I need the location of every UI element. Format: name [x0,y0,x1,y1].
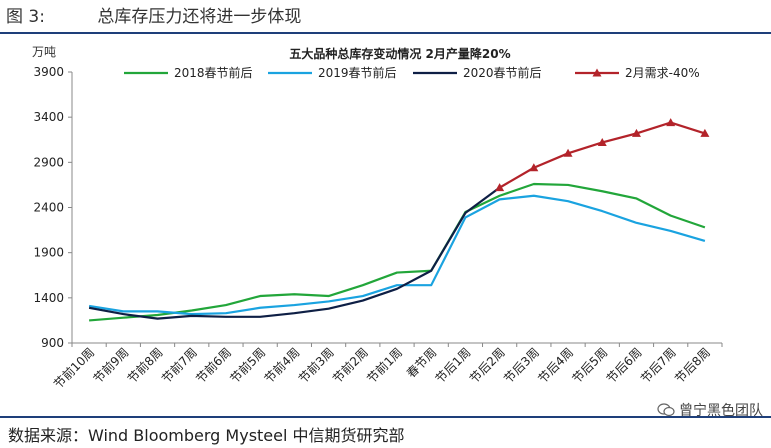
x-tick-label: 节前5周 [227,345,268,386]
x-tick-label: 节后8周 [672,345,713,386]
figure-title: 图 3: 总库存压力还将进一步体现 [6,2,301,27]
legend-label-1: 2019春节前后 [318,65,397,80]
x-tick-label: 节前9周 [90,345,131,386]
series-layer [88,118,710,322]
x-tick-label: 节前10周 [50,345,97,392]
series-line-3 [499,121,706,189]
x-tick-label: 节前3周 [295,345,336,386]
legend: 2018春节前后 2019春节前后 2020春节前后 2月需求-40% [124,65,700,80]
legend-label-2: 2020春节前后 [463,65,542,80]
legend-label-3: 2月需求-40% [625,66,700,80]
chart-title: 五大品种总库存变动情况 2月产量降20% [289,46,510,61]
series-marker-3 [666,118,676,127]
bottom-rule [0,416,771,418]
figure-label: 图 3: [6,7,45,27]
y-tick-label: 1400 [33,291,64,305]
series-marker-3 [563,148,573,157]
x-tick-label: 节前1周 [364,345,405,386]
y-tick-label: 3900 [33,65,64,79]
x-tick-label: 节前4周 [261,345,302,386]
x-tick-label: 节前6周 [193,345,234,386]
series-marker-3 [495,183,505,192]
inventory-line-chart: 五大品种总库存变动情况 2月产量降20% 万吨 2018春节前后 2019春节前后… [32,45,723,392]
series-marker-3 [631,128,641,137]
x-tick-label: 节后1周 [433,345,474,386]
y-tick-label: 900 [41,336,64,350]
x-tick-label: 节后6周 [604,345,645,386]
x-tick-label: 节后4周 [535,345,576,386]
series-line-0 [89,182,706,322]
data-source: 数据来源：Wind Bloomberg Mysteel 中信期货研究部 [8,426,405,445]
x-tick-label: 节后2周 [467,345,508,386]
watermark-text: 曾宁黑色团队 [679,403,763,419]
legend-marker-3 [592,68,602,77]
series-line-1 [88,194,706,316]
x-tick-label: 节后7周 [638,345,679,386]
y-tick-label: 2400 [33,201,64,215]
series-marker-3 [700,128,710,137]
x-tick-label: 节前2周 [329,345,370,386]
x-tick-label: 节前7周 [158,345,199,386]
series-marker-3 [529,163,539,172]
wechat-icon [657,403,675,417]
y-axis: 900 1400 1900 2400 2900 3400 3900 [33,65,73,350]
top-rule [0,32,771,34]
y-axis-unit: 万吨 [32,45,56,59]
y-tick-label: 2900 [33,155,64,169]
watermark: 曾宁黑色团队 [657,400,763,420]
series-marker-3 [597,137,607,146]
legend-label-0: 2018春节前后 [174,65,253,80]
x-tick-label: 节后3周 [501,345,542,386]
x-axis: 节前10周节前9周节前8周节前7周节前6周节前5周节前4周节前3周节前2周节前1… [50,342,723,392]
y-tick-label: 1900 [33,246,64,260]
y-tick-label: 3400 [33,110,64,124]
figure-title-text: 总库存压力还将进一步体现 [97,7,302,27]
x-tick-label: 节前8周 [124,345,165,386]
x-tick-label: 节后5周 [570,345,611,386]
series-line-2 [88,186,501,320]
